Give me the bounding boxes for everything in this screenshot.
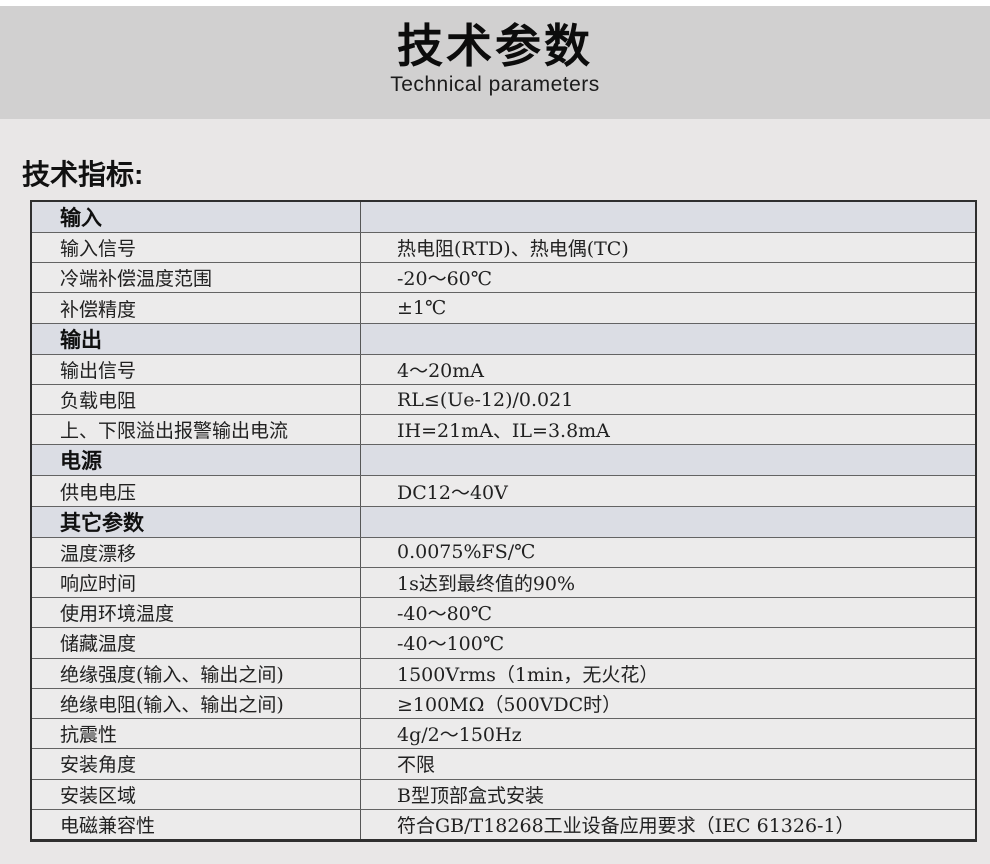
spec-label-cell: 负载电阻 (60, 390, 137, 413)
spec-label-cell: 冷端补偿温度范围 (60, 268, 213, 291)
spec-row: 补偿精度 ±1℃ (32, 292, 975, 323)
spec-value-cell: B型顶部盒式安装 (360, 779, 975, 809)
spec-value-cell: 不限 (360, 749, 975, 779)
section-header-row: 其它参数 (32, 505, 975, 537)
page-subtitle: Technical parameters (390, 72, 600, 96)
section-label: 技术指标: (22, 159, 144, 190)
spec-value-cell: 热电阻(RTD)、热电偶(TC) (360, 233, 975, 263)
spec-value-cell: RL≤(Ue-12)/0.021 (360, 384, 975, 415)
section-header-row: 输入 (32, 202, 975, 232)
spec-label-cell: 安装区域 (60, 784, 137, 807)
spec-label-cell: 供电电压 (60, 481, 137, 504)
spec-row: 电磁兼容性 符合GB/T18268工业设备应用要求（IEC 61326-1） (32, 808, 975, 839)
spec-label-cell: 输出信号 (60, 359, 137, 382)
spec-label-cell: 输入 (60, 205, 102, 230)
spec-label-cell: 绝缘电阻(输入、输出之间) (60, 693, 284, 716)
spec-value-cell (360, 506, 975, 537)
spec-row: 冷端补偿温度范围 -20～60℃ (32, 262, 975, 293)
spec-value-cell (360, 445, 975, 476)
spec-value-cell: 4g/2～150Hz (360, 719, 975, 749)
spec-row: 负载电阻 RL≤(Ue-12)/0.021 (32, 383, 975, 415)
spec-label-cell: 温度漂移 (60, 542, 137, 565)
spec-row: 响应时间 1s达到最终值的90% (32, 566, 975, 598)
spec-value-cell: -40～100℃ (360, 628, 975, 658)
spec-label-cell: 储藏温度 (60, 633, 137, 656)
spec-value-cell: ±1℃ (360, 293, 975, 323)
spec-label-cell: 其它参数 (60, 509, 144, 535)
top-strip (0, 0, 990, 6)
spec-row: 绝缘强度(输入、输出之间) 1500Vrms（1min，无火花） (32, 657, 975, 688)
spec-value-cell: IH=21mA、IL=3.8mA (360, 415, 975, 445)
spec-value-cell (360, 202, 975, 232)
spec-value-cell: 符合GB/T18268工业设备应用要求（IEC 61326-1） (360, 809, 975, 839)
spec-label-cell: 安装角度 (60, 754, 137, 777)
spec-label-cell: 补偿精度 (60, 298, 137, 321)
spec-row: 温度漂移 0.0075%FS/℃ (32, 536, 975, 567)
spec-value-cell: 4～20mA (360, 354, 975, 384)
spec-value-cell: 1s达到最终值的90% (360, 567, 975, 598)
spec-label-cell: 输入信号 (60, 238, 137, 261)
header-banner: 技术参数 Technical parameters (0, 6, 990, 119)
spec-row: 安装角度 不限 (32, 748, 975, 779)
spec-label-cell: 抗震性 (60, 724, 118, 747)
spec-label-cell: 电磁兼容性 (60, 814, 156, 837)
spec-row: 储藏温度 -40～100℃ (32, 627, 975, 658)
spec-row: 供电电压 DC12～40V (32, 475, 975, 506)
spec-value-cell: -20～60℃ (360, 263, 975, 293)
page-title: 技术参数 (397, 20, 593, 72)
spec-value-cell: DC12～40V (360, 476, 975, 506)
section-header-row: 输出 (32, 322, 975, 354)
spec-value-cell (360, 323, 975, 354)
spec-label-cell: 电源 (60, 448, 102, 474)
spec-row: 上、下限溢出报警输出电流 IH=21mA、IL=3.8mA (32, 414, 975, 445)
spec-row: 绝缘电阻(输入、输出之间) ≥100MΩ（500VDC时） (32, 687, 975, 719)
spec-label-cell: 上、下限溢出报警输出电流 (60, 420, 289, 443)
section-header-row: 电源 (32, 444, 975, 476)
spec-value-cell: 1500Vrms（1min，无火花） (360, 658, 975, 688)
spec-row: 输入信号 热电阻(RTD)、热电偶(TC) (32, 232, 975, 263)
spec-label-cell: 输出 (60, 326, 102, 352)
spec-value-cell: ≥100MΩ（500VDC时） (360, 688, 975, 719)
spec-table: 输入 输入信号 热电阻(RTD)、热电偶(TC) 冷端补偿温度范围 -20～60℃ 补偿精… (30, 200, 977, 842)
spec-label-cell: 响应时间 (60, 572, 137, 595)
spec-row: 抗震性 4g/2～150Hz (32, 718, 975, 749)
spec-row: 安装区域 B型顶部盒式安装 (32, 778, 975, 809)
spec-label-cell: 使用环境温度 (60, 603, 175, 626)
spec-value-cell: 0.0075%FS/℃ (360, 537, 975, 567)
spec-row: 使用环境温度 -40～80℃ (32, 597, 975, 628)
spec-label-cell: 绝缘强度(输入、输出之间) (60, 663, 284, 686)
spec-row: 输出信号 4～20mA (32, 353, 975, 384)
spec-value-cell: -40～80℃ (360, 598, 975, 628)
